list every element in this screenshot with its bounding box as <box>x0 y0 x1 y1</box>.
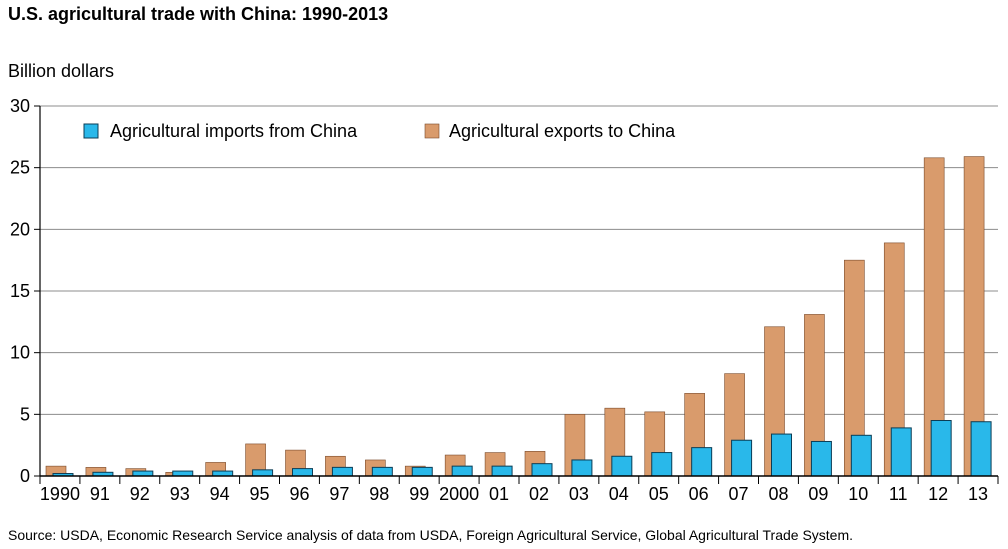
x-tick-label: 02 <box>529 484 549 504</box>
bar-imports <box>731 439 753 477</box>
bar-imports <box>771 433 792 477</box>
bar-imports <box>292 468 313 477</box>
x-tick-label: 93 <box>170 484 190 504</box>
bar-imports <box>611 455 633 477</box>
bar-imports <box>651 452 673 477</box>
legend-label-exports: Agricultural exports to China <box>449 121 676 141</box>
x-tick-label: 09 <box>808 484 828 504</box>
x-tick-label: 01 <box>489 484 509 504</box>
bar-imports <box>890 427 912 477</box>
legend: Agricultural imports from China Agricultu… <box>83 121 676 141</box>
x-tick-label: 08 <box>768 484 788 504</box>
x-tick-label: 92 <box>130 484 150 504</box>
chart-title: U.S. agricultural trade with China: 1990… <box>8 4 389 24</box>
bar-imports <box>331 466 353 477</box>
x-tick-label: 99 <box>409 484 429 504</box>
bar-imports <box>531 463 553 477</box>
legend-swatch-exports <box>424 123 440 139</box>
x-tick-label: 11 <box>889 484 908 504</box>
x-tick-label: 05 <box>649 484 669 504</box>
legend-swatch-imports <box>83 123 99 139</box>
x-tick-label: 2000 <box>439 484 479 504</box>
y-tick-label: 20 <box>10 219 30 239</box>
y-tick-label: 15 <box>10 281 30 301</box>
legend-label-imports: Agricultural imports from China <box>110 121 358 141</box>
x-tick-label: 13 <box>968 484 988 504</box>
x-tick-label: 95 <box>250 484 270 504</box>
x-tick-label: 91 <box>90 484 110 504</box>
y-tick-label: 30 <box>10 96 30 116</box>
gridlines <box>40 105 998 415</box>
x-tick-label: 04 <box>609 484 629 504</box>
x-tick-label: 97 <box>329 484 349 504</box>
bar-imports <box>970 421 992 477</box>
source-note: Source: USDA, Economic Research Service … <box>8 527 854 543</box>
bar-imports <box>411 466 433 477</box>
x-tick-label: 96 <box>289 484 309 504</box>
bar-imports <box>810 440 832 477</box>
y-tick-label: 10 <box>10 343 30 363</box>
y-tick-label: 0 <box>20 466 30 486</box>
y-axis-label: Billion dollars <box>8 61 115 81</box>
bars <box>45 156 992 477</box>
bar-imports <box>930 420 952 477</box>
x-tick-labels: 1990 91 92 93 94 95 96 97 98 99 2000 01 02 03 04 05 06 07… <box>40 484 988 504</box>
bar-imports <box>850 434 872 477</box>
bar-imports <box>491 465 513 477</box>
bar-imports <box>451 465 473 477</box>
x-tick-label: 07 <box>729 484 749 504</box>
y-tick-label: 25 <box>10 158 30 178</box>
x-tick-label: 12 <box>928 484 948 504</box>
x-tick-label: 1990 <box>40 484 80 504</box>
bar-imports <box>252 469 274 477</box>
y-tick-labels: 0 5 10 15 20 25 30 <box>10 96 30 486</box>
bar-imports <box>571 459 593 477</box>
y-tick-label: 5 <box>20 404 30 424</box>
x-tick-label: 98 <box>369 484 389 504</box>
x-tick-label: 94 <box>210 484 230 504</box>
x-tick-label: 10 <box>848 484 868 504</box>
x-tick-label: 03 <box>569 484 589 504</box>
x-tick-label: 06 <box>689 484 709 504</box>
bar-imports <box>371 466 393 477</box>
bar-imports <box>691 447 713 477</box>
axes <box>34 105 999 484</box>
